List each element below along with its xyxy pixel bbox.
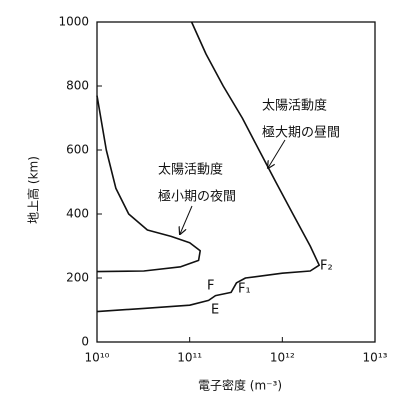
curve — [96, 21, 321, 313]
y-tick-label: 1000 — [58, 15, 89, 29]
annotation: 太陽活動度 — [262, 98, 327, 114]
y-tick-label: 200 — [66, 271, 89, 285]
x-tick-label: 10¹³ — [363, 351, 388, 365]
y-tick-label: 0 — [81, 335, 89, 349]
x-tick-label: 10¹¹ — [177, 351, 202, 365]
annotation: 太陽活動度 — [158, 162, 223, 178]
annotation: 極大期の昼間 — [262, 125, 340, 141]
layer-label: F₁ — [238, 282, 251, 297]
layer-label: E — [211, 303, 219, 318]
y-tick-label: 400 — [66, 207, 89, 221]
x-tick-label: 10¹² — [270, 351, 295, 365]
annotation: 極小期の夜間 — [158, 189, 236, 205]
y-tick-label: 600 — [66, 143, 89, 157]
arrow — [180, 205, 193, 234]
x-tick-label: 10¹⁰ — [85, 351, 110, 365]
layer-label: F₂ — [320, 259, 333, 274]
plot-frame — [96, 21, 376, 343]
arrow — [268, 139, 286, 168]
y-tick-label: 800 — [66, 79, 89, 93]
x-axis-title: 電子密度 (m⁻³) — [198, 378, 282, 393]
y-axis-title: 地上高 (km) — [26, 156, 41, 224]
curve — [96, 95, 201, 273]
layer-label: F — [207, 279, 214, 294]
